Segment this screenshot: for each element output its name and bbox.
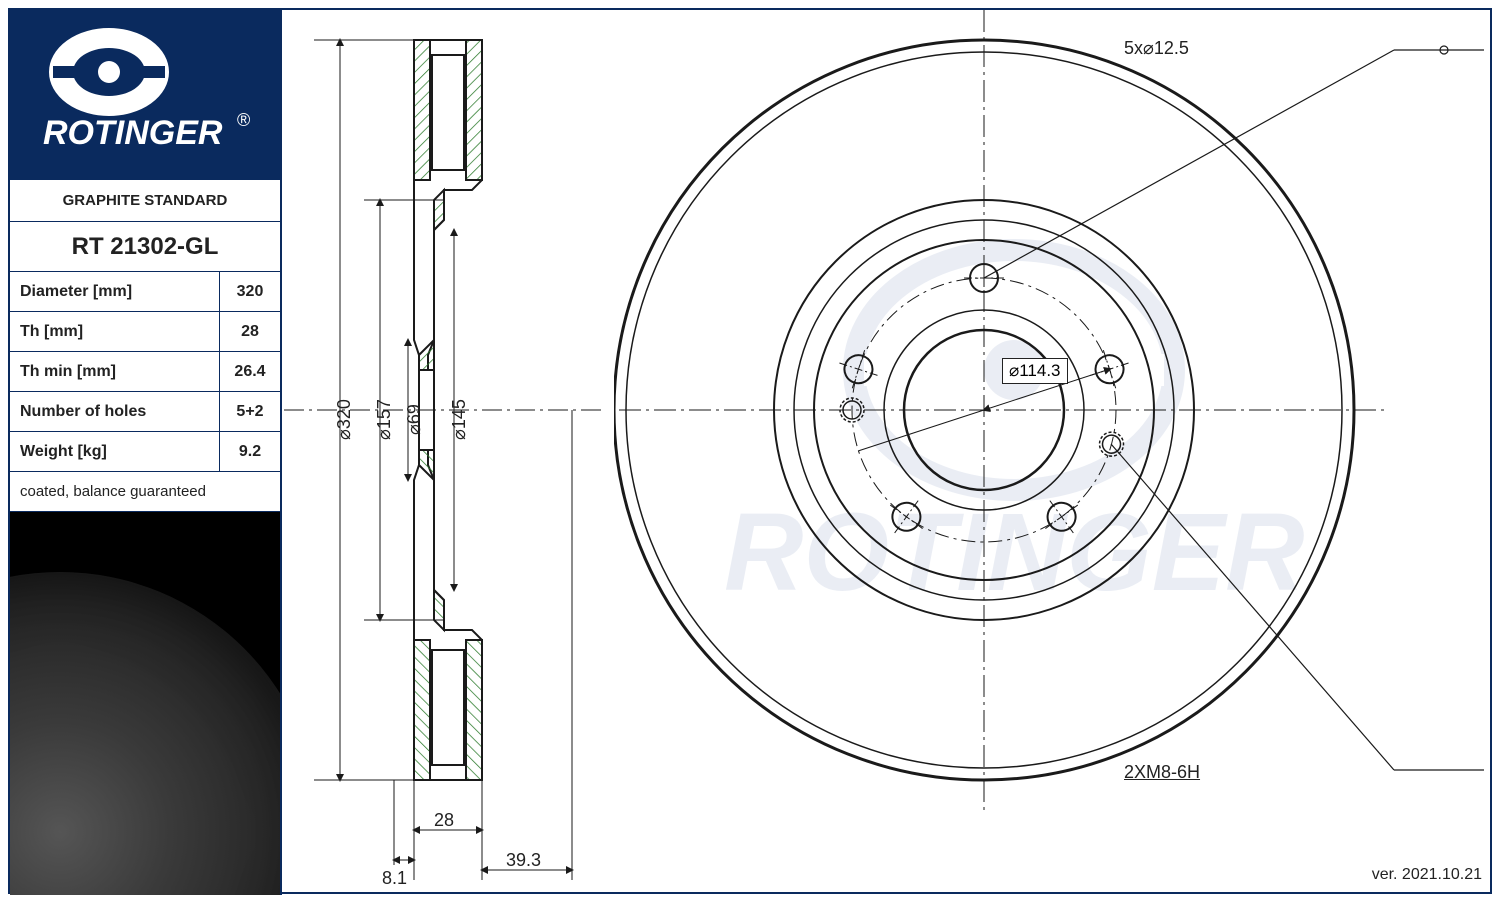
spec-row: Number of holes 5+2 [10, 392, 280, 432]
technical-drawing: ROTINGER [284, 10, 1494, 892]
spec-table: GRAPHITE STANDARD RT 21302-GL Diameter [… [10, 180, 282, 512]
drawing-frame: ROTINGER ® GRAPHITE STANDARD RT 21302-GL… [8, 8, 1492, 894]
product-line: GRAPHITE STANDARD [10, 180, 280, 222]
product-photo [10, 512, 282, 895]
spec-value: 26.4 [220, 352, 280, 391]
version-label: ver. 2021.10.21 [1372, 866, 1482, 884]
dim-8-1: 8.1 [382, 868, 407, 889]
spec-row: Diameter [mm] 320 [10, 272, 280, 312]
dim-28: 28 [434, 810, 454, 831]
spec-label: Diameter [mm] [10, 272, 220, 311]
spec-label: Th [mm] [10, 312, 220, 351]
spec-row: Weight [kg] 9.2 [10, 432, 280, 472]
spec-label: Th min [mm] [10, 352, 220, 391]
brand-logo-box: ROTINGER ® [10, 10, 282, 180]
brand-logo: ROTINGER ® [25, 24, 265, 164]
dim-d157: ⌀157 [374, 399, 395, 440]
dim-d320: ⌀320 [334, 399, 355, 440]
spec-note: coated, balance guaranteed [10, 472, 280, 512]
spec-label: Number of holes [10, 392, 220, 431]
spec-value: 5+2 [220, 392, 280, 431]
spec-value: 320 [220, 272, 280, 311]
callout-bolt-circle: ⌀114.3 [1002, 358, 1068, 384]
callout-threaded: 2XM8-6H [1124, 762, 1200, 783]
dim-39-3: 39.3 [506, 850, 541, 871]
spec-row: Th [mm] 28 [10, 312, 280, 352]
dim-d69: ⌀69 [404, 404, 425, 435]
dim-d145: ⌀145 [449, 399, 470, 440]
spec-row: Th min [mm] 26.4 [10, 352, 280, 392]
spec-label: Weight [kg] [10, 432, 220, 471]
spec-value: 9.2 [220, 432, 280, 471]
brand-text: ROTINGER [43, 114, 223, 152]
part-number: RT 21302-GL [10, 222, 280, 272]
spec-value: 28 [220, 312, 280, 351]
front-view [614, 10, 1494, 890]
section-view [284, 10, 604, 890]
brand-reg: ® [237, 110, 250, 130]
disc-photo [10, 572, 282, 895]
callout-bolt-holes: 5x⌀12.5 [1124, 38, 1189, 59]
